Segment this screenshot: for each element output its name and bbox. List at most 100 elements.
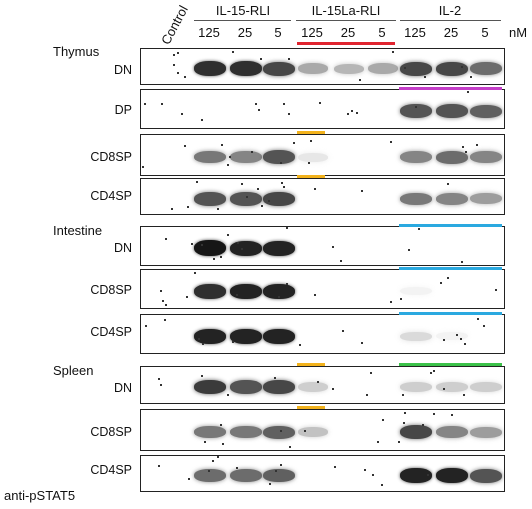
blot-speck [177,72,179,74]
blot-band [400,332,432,341]
conc-label: 5 [378,25,386,40]
blot-band [263,426,295,439]
blot-speck [278,296,280,298]
blot-speck [404,412,406,414]
blot-speck [288,113,290,115]
blot-band [470,105,502,118]
blot-band [470,382,502,392]
blot-band [263,284,295,299]
blot-speck [332,246,334,248]
blot-speck [275,470,277,472]
blot-speck [299,344,301,346]
blot-speck [286,283,288,285]
blot-band [470,151,502,163]
blot-band [230,241,262,256]
blot-speck [201,375,203,377]
blot-speck [398,441,400,443]
blot-speck [241,248,243,250]
marker-magenta [399,87,502,90]
blot-speck [213,258,215,260]
group-label-il15-rli: IL-15-RLI [215,3,271,18]
blot-panel [140,409,505,451]
blot-speck [464,343,466,345]
blot-band [470,62,502,75]
blot-speck [217,208,219,210]
group-divider-il15la-rli [296,20,396,21]
group-divider-il15-rli [194,20,291,21]
blot-speck [280,162,282,164]
blot-speck [461,66,463,68]
blot-speck [236,294,238,296]
conc-label: 5 [481,25,489,40]
blot-band [470,427,502,438]
blot-band [470,469,502,483]
row-label: CD8SP [90,425,132,439]
blot-speck [351,110,353,112]
blot-panel [140,48,505,85]
blot-speck [289,446,291,448]
blot-speck [408,249,410,251]
blot-band [436,62,468,76]
conc-label: 125 [198,25,220,40]
blot-speck [283,186,285,188]
blot-panel [140,89,505,129]
blot-speck [177,52,179,54]
group-label-il15la-rli: IL-15La-RLI [311,3,381,18]
blot-speck [232,51,234,53]
blot-panel [140,134,505,176]
blot-band [230,61,262,76]
blot-speck [443,339,445,341]
blot-band [436,151,468,164]
blot-speck [392,51,394,53]
blot-speck [447,277,449,279]
blot-band [298,382,328,392]
row-label: CD8SP [90,150,132,164]
blot-speck [308,162,310,164]
tissue-label-intestine: Intestine [53,223,103,238]
blot-speck [196,181,198,183]
blot-speck [361,342,363,344]
blot-speck [184,76,186,78]
blot-band [470,193,502,204]
blot-speck [347,113,349,115]
blot-speck [208,470,210,472]
blot-speck [220,424,222,426]
blot-band [400,62,432,76]
conc-label: 25 [443,25,459,40]
blot-band [194,240,226,256]
marker-blue [399,224,502,227]
blot-speck [173,64,175,66]
blot-speck [286,227,288,229]
blot-speck [314,294,316,296]
blot-band [298,427,328,437]
blot-speck [246,196,248,198]
blot-band [436,193,468,205]
blot-speck [402,394,404,396]
blot-speck [342,330,344,332]
blot-band [368,63,398,74]
unit-label: nM [508,25,528,40]
blot-speck [261,205,263,207]
blot-speck [280,430,282,432]
blot-speck [415,106,417,108]
blot-band [194,284,226,299]
blot-speck [477,318,479,320]
blot-band [230,469,262,482]
blot-speck [470,76,472,78]
blot-band [400,287,432,295]
blot-speck [158,378,160,380]
tissue-label-thymus: Thymus [53,44,100,59]
blot-speck [465,151,467,153]
blot-speck [433,370,435,372]
blot-band [400,382,432,392]
blot-speck [201,119,203,121]
blot-speck [418,228,420,230]
blot-band [194,329,226,344]
blot-speck [361,190,363,192]
blot-speck [186,296,188,298]
marker-blue [399,312,502,315]
blot-speck [158,465,160,467]
blot-speck [165,238,167,240]
blot-band [230,151,262,163]
blot-speck [227,394,229,396]
